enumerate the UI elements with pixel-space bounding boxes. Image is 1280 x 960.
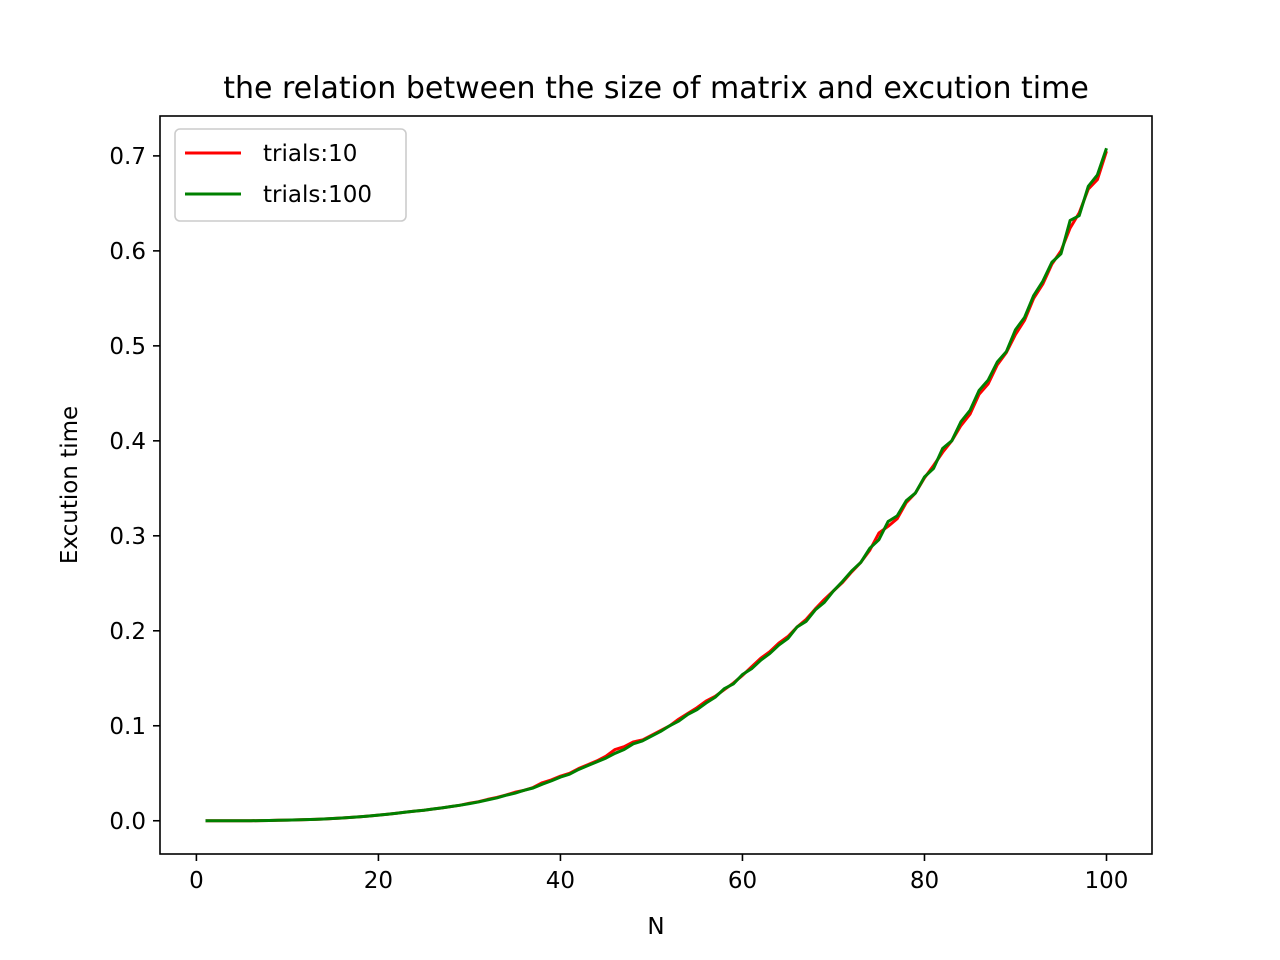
y-tick-label: 0.3: [109, 524, 146, 550]
x-tick-label: 20: [364, 868, 393, 894]
x-tick-label: 100: [1085, 868, 1129, 894]
y-tick-label: 0.2: [109, 619, 146, 645]
legend: trials:10 trials:100: [174, 128, 407, 222]
y-tick-label: 0.4: [109, 429, 146, 455]
y-tick-label: 0.7: [109, 144, 146, 170]
x-axis-label: N: [647, 914, 664, 940]
y-axis: 0.0 0.1 0.2 0.3 0.4 0.5 0.6 0.7: [109, 144, 160, 835]
chart-title: the relation between the size of matrix …: [223, 71, 1089, 106]
x-tick-label: 60: [728, 868, 757, 894]
y-tick-label: 0.0: [109, 809, 146, 835]
plot-area-frame: [159, 115, 1153, 855]
x-tick-label: 40: [546, 868, 575, 894]
y-tick-label: 0.6: [109, 239, 146, 265]
legend-label-trials-10: trials:10: [263, 141, 357, 167]
y-axis-label: Excution time: [57, 406, 83, 564]
legend-label-trials-100: trials:100: [263, 182, 372, 208]
series-layer: [205, 147, 1108, 823]
series-line-trials-100: [205, 147, 1108, 823]
x-axis: 0 20 40 60 80 100: [189, 854, 1128, 894]
x-tick-label: 0: [189, 868, 204, 894]
x-tick-label: 80: [910, 868, 939, 894]
y-tick-label: 0.1: [109, 714, 146, 740]
y-tick-label: 0.5: [109, 334, 146, 360]
